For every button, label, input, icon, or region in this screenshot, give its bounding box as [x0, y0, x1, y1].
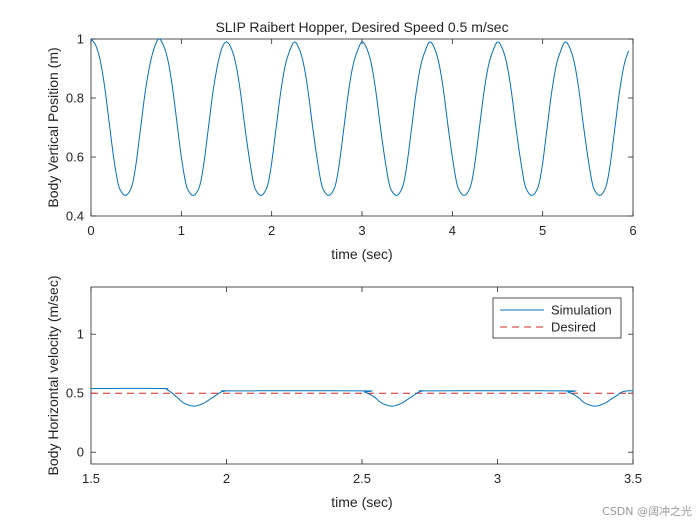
plot-area: [90, 38, 634, 217]
x-tick-label: 2.5: [353, 471, 371, 486]
x-tick-label: 6: [629, 223, 636, 238]
x-tick-label: 1: [178, 223, 185, 238]
y-tick-label: 1: [77, 32, 84, 47]
x-tick-label: 5: [539, 223, 546, 238]
y-tick-label: 0.6: [66, 150, 84, 165]
x-axis-label: time (sec): [331, 246, 392, 262]
x-tick-label: 2: [268, 223, 275, 238]
x-tick-label: 4: [449, 223, 456, 238]
y-tick-label: 0.4: [66, 209, 84, 224]
simulation-line: [90, 387, 634, 407]
x-tick-label: 3: [358, 223, 365, 238]
y-tick-label: 0.5: [66, 386, 84, 401]
y-tick-label: 1: [77, 327, 84, 342]
tick-group: 0 1 2 3 4 5 6 0.4 0.6 0.8 1: [66, 32, 637, 239]
y-tick-label: 0: [77, 445, 84, 460]
legend: Simulation Desired: [492, 297, 622, 339]
tick-group: 1.5 2 2.5 3 3.5 0 0.5 1: [66, 287, 642, 486]
x-tick-label: 0: [87, 223, 94, 238]
x-tick-label: 3.5: [624, 471, 642, 486]
y-axis-label: Body Horizontal velocity (m/sec): [45, 276, 61, 476]
axes-horizontal-velocity: 1.5 2 2.5 3 3.5 0 0.5 1 time (sec) Body Horizon…: [45, 276, 642, 510]
x-tick-label: 2: [223, 471, 230, 486]
watermark: CSDN @阔冲之光: [602, 505, 692, 518]
legend-label-desired: Desired: [551, 320, 596, 335]
vertical-position-line: [90, 38, 629, 196]
x-tick-label: 3: [494, 471, 501, 486]
chart-title: SLIP Raibert Hopper, Desired Speed 0.5 m…: [215, 19, 508, 35]
x-tick-label: 1.5: [82, 471, 100, 486]
y-tick-label: 0.8: [66, 91, 84, 106]
y-axis-label: Body Vertical Position (m): [45, 47, 61, 207]
legend-label-simulation: Simulation: [551, 303, 612, 318]
legend-box: [492, 297, 622, 339]
axes-vertical-position: SLIP Raibert Hopper, Desired Speed 0.5 m…: [45, 19, 637, 262]
x-axis-label: time (sec): [331, 494, 392, 510]
